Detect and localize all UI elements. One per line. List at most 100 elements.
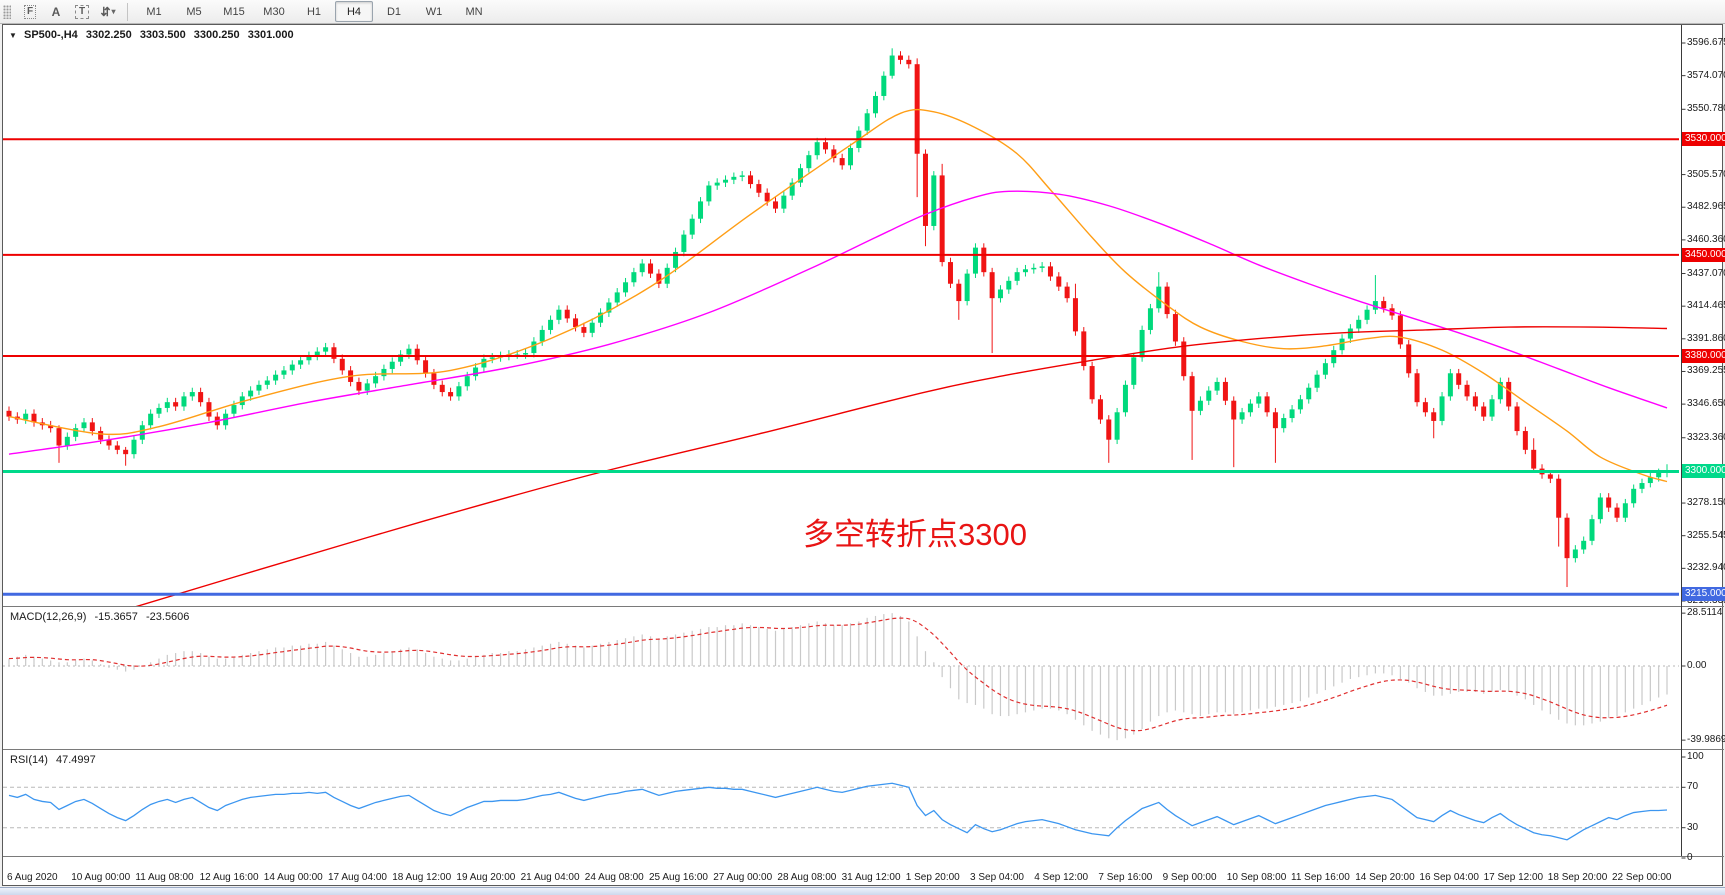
rsi-indicator-label: RSI(14) 47.4997 [10,754,101,766]
rsi-name: RSI(14) [10,754,48,766]
date-axis-label: 14 Aug 00:00 [263,872,323,883]
chart-symbol: SP500-,H4 [23,29,78,41]
rsi-axis-label: 70 [1687,781,1699,793]
price-axis-label: 3346.650 [1687,398,1725,410]
price-axis-label: 3414.465 [1687,300,1725,312]
price-axis-label: 3391.860 [1687,332,1725,344]
chevron-down-icon: ▾ [111,7,116,16]
rsi-axis-label: 0 [1687,852,1693,863]
price-axis-label: 3574.070 [1687,69,1725,81]
text-tool-icon[interactable]: A [43,1,69,22]
macd-histogram [8,613,1668,741]
price-level-badge: 3380.000 [1682,348,1725,363]
chart-window[interactable]: ▼ SP500-,H4 3302.250 3303.500 3300.250 3… [2,24,1725,887]
timeframe-button-m30[interactable]: M30 [263,5,285,18]
date-axis-label: 6 Aug 2020 [7,872,58,883]
date-axis-label: 17 Sep 12:00 [1483,872,1544,883]
date-axis-label: 11 Aug 08:00 [135,872,194,883]
price-axis-label: 3482.965 [1687,201,1725,213]
date-axis-label: 31 Aug 12:00 [841,872,901,883]
macd-axis-label: -39.9869 [1687,734,1725,746]
date-axis-label: 9 Sep 00:00 [1162,872,1217,883]
price-level-badge: 3300.000 [1682,464,1725,479]
timeframe-button-mn[interactable]: MN [465,5,483,18]
date-axis-label: 10 Sep 08:00 [1226,872,1287,883]
price-axis-label: 3278.150 [1687,497,1725,509]
date-axis-label: 18 Sep 20:00 [1547,872,1608,883]
timeframe-button-h4[interactable]: H4 [335,1,373,22]
ma-medium-line [8,190,1668,455]
price-axis-label: 3596.675 [1687,37,1725,48]
date-axis-label: 19 Aug 20:00 [456,872,516,883]
price-axis-label: 3369.255 [1687,365,1725,377]
price-level-badge: 3215.000 [1682,587,1725,602]
price-axis-label: 3505.570 [1687,168,1725,180]
price-axis-label: 3323.360 [1687,431,1725,443]
price-axis-label: 3550.780 [1687,103,1725,115]
timeframe-button-h1[interactable]: H1 [306,5,322,18]
macd-name: MACD(12,26,9) [10,611,87,623]
price-level-badge: 3530.000 [1682,132,1725,147]
arrows-tool-icon[interactable]: ⇵ ▾ [95,1,121,22]
date-axis-label: 27 Aug 00:00 [713,872,773,883]
date-axis-label: 16 Sep 04:00 [1419,872,1479,883]
date-axis-label: 21 Aug 04:00 [520,872,580,883]
ma-fast-line [8,108,1668,483]
timeframe-button-w1[interactable]: W1 [425,5,443,18]
date-axis-label: 17 Aug 04:00 [328,872,387,883]
rsi-line [8,782,1668,841]
price-axis-label: 3460.360 [1687,233,1725,245]
date-axis-label: 24 Aug 08:00 [584,872,644,883]
date-axis-label: 28 Aug 08:00 [777,872,837,883]
date-axis-label: 11 Sep 16:00 [1291,872,1350,883]
timeframe-button-m5[interactable]: M5 [186,5,202,18]
timeframe-button-d1[interactable]: D1 [386,5,402,18]
bottom-scrollbar[interactable] [0,887,1725,895]
quote-open: 3302.250 [85,29,132,41]
quote-high: 3303.500 [139,29,186,41]
date-axis-label: 18 Aug 12:00 [392,872,452,883]
toolbar-separator [127,2,128,21]
macd-signal-line [8,617,1668,732]
fibonacci-tool-icon[interactable]: F [17,1,43,22]
date-axis-label: 25 Aug 16:00 [649,872,708,883]
arrows-glyph: ⇵ [100,4,111,19]
candles[interactable] [6,48,1670,588]
quote-low: 3300.250 [193,29,240,41]
date-axis-label: 1 Sep 20:00 [905,872,960,883]
price-level-badge: 3450.000 [1682,247,1725,262]
date-axis-label: 12 Aug 16:00 [199,872,259,883]
date-axis-label: 14 Sep 20:00 [1355,872,1415,883]
text-glyph: A [51,4,61,19]
macd-axis-label: 28.5114 [1687,607,1723,619]
macd-value2: -23.5606 [145,611,190,623]
macd-axis-label: 0.00 [1687,660,1707,671]
macd-indicator-label: MACD(12,26,9) -15.3657 -23.5606 [10,611,194,623]
date-axis-label: 22 Sep 00:00 [1612,872,1672,883]
date-axis-label: 3 Sep 04:00 [970,872,1024,883]
text-label-tool-icon[interactable]: T [69,1,95,22]
rsi-value: 47.4997 [55,754,96,766]
toolbar-grip[interactable] [3,4,11,19]
timeframe-button-m15[interactable]: M15 [223,5,245,18]
toolbar: F A T ⇵ ▾ M1 M5 M15 M30 H1 H4 D1 W1 MN [0,0,1725,24]
date-axis-label: 4 Sep 12:00 [1034,872,1089,883]
fibonacci-glyph: F [23,4,37,19]
quote-close: 3301.000 [247,29,294,41]
collapse-triangle-icon[interactable]: ▼ [9,31,17,40]
timeframe-button-group: M1 M5 M15 M30 H1 H4 D1 W1 MN [134,1,494,22]
price-axis-label: 3232.940 [1687,562,1725,574]
date-axis-label: 10 Aug 00:00 [71,872,131,883]
price-axis-label: 3255.545 [1687,529,1725,541]
chart-annotation: 多空转折点3300 [803,517,1027,552]
chart-title: ▼ SP500-,H4 3302.250 3303.500 3300.250 3… [9,29,299,41]
text-label-glyph: T [74,4,90,19]
ma-slow-line [135,326,1668,606]
date-axis-label: 7 Sep 16:00 [1098,872,1153,883]
timeframe-button-m1[interactable]: M1 [146,5,162,18]
rsi-axis-label: 30 [1687,821,1699,833]
rsi-axis-label: 100 [1687,751,1704,762]
candlestick-chart[interactable] [3,25,1724,887]
macd-value1: -15.3657 [94,611,138,623]
